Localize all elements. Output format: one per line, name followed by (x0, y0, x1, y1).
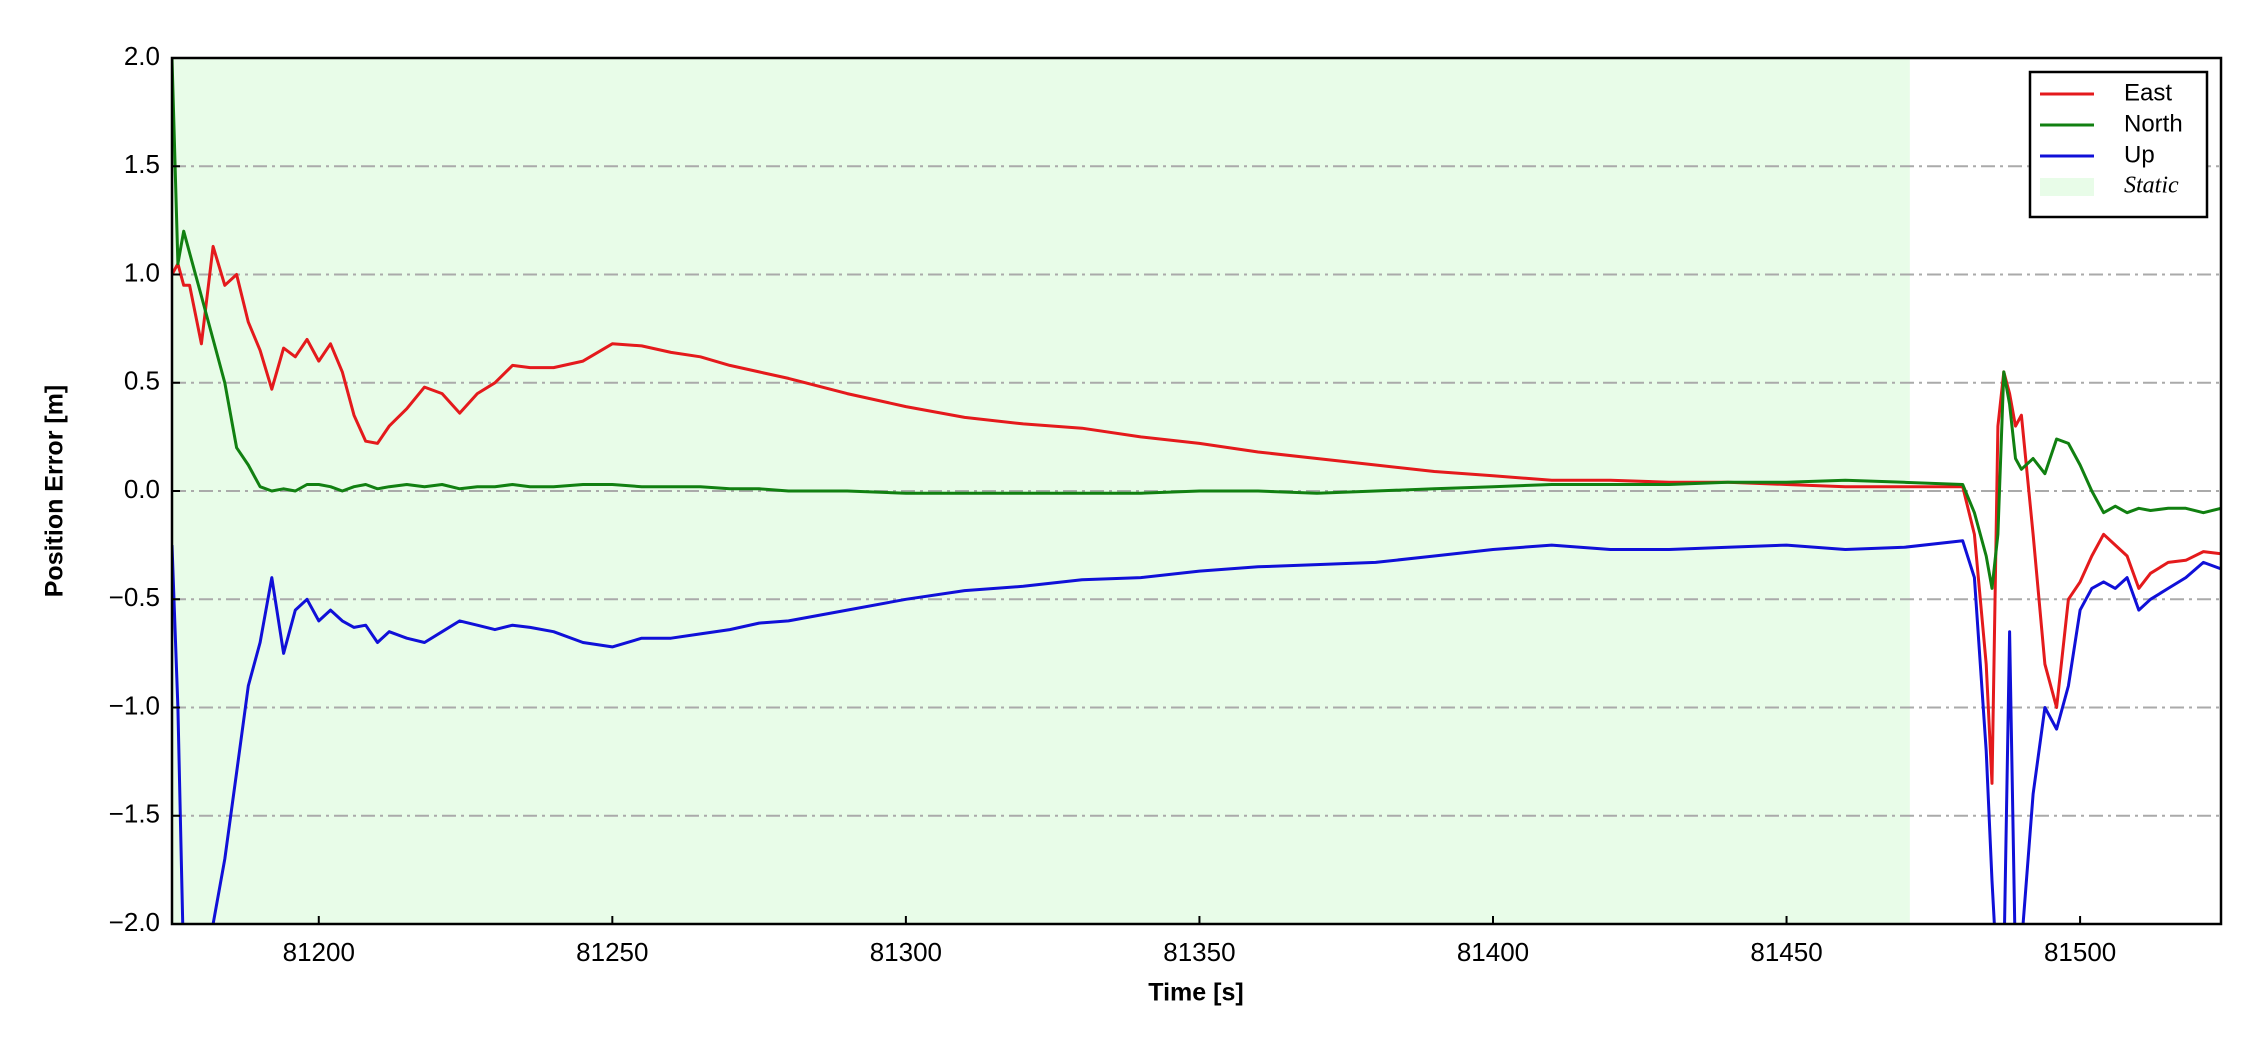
y-tick-label: 1.0 (124, 257, 160, 287)
y-tick-label: −1.0 (109, 690, 160, 720)
y-axis-label: Position Error [m] (41, 385, 69, 598)
series-line (172, 244, 2221, 785)
x-tick-label: 81450 (1750, 937, 1822, 967)
y-tick-label: 0.5 (124, 366, 160, 396)
x-tick-label: 81300 (870, 937, 942, 967)
y-tick-label: −1.5 (109, 799, 160, 829)
legend-label: East (2124, 79, 2172, 106)
plot-area (172, 58, 2221, 924)
x-tick-label: 81500 (2044, 937, 2116, 967)
legend-swatch (2040, 178, 2094, 196)
x-tick-label: 81250 (576, 937, 648, 967)
x-tick-label: 81400 (1457, 937, 1529, 967)
legend-label: Up (2124, 141, 2155, 168)
y-tick-label: 0.0 (124, 474, 160, 504)
y-tick-label: −0.5 (109, 582, 160, 612)
x-tick-label: 81350 (1163, 937, 1235, 967)
y-tick-label: 1.5 (124, 149, 160, 179)
y-tick-label: 2.0 (124, 41, 160, 71)
x-axis-label: Time [s] (1148, 979, 1243, 1007)
legend-label: North (2124, 110, 2183, 137)
x-tick-label: 81200 (283, 937, 355, 967)
legend-label: Static (2124, 173, 2179, 199)
series-line (172, 539, 2221, 924)
plot-frame (170, 56, 2223, 926)
series-line (172, 58, 2221, 590)
y-tick-label: −2.0 (109, 907, 160, 937)
